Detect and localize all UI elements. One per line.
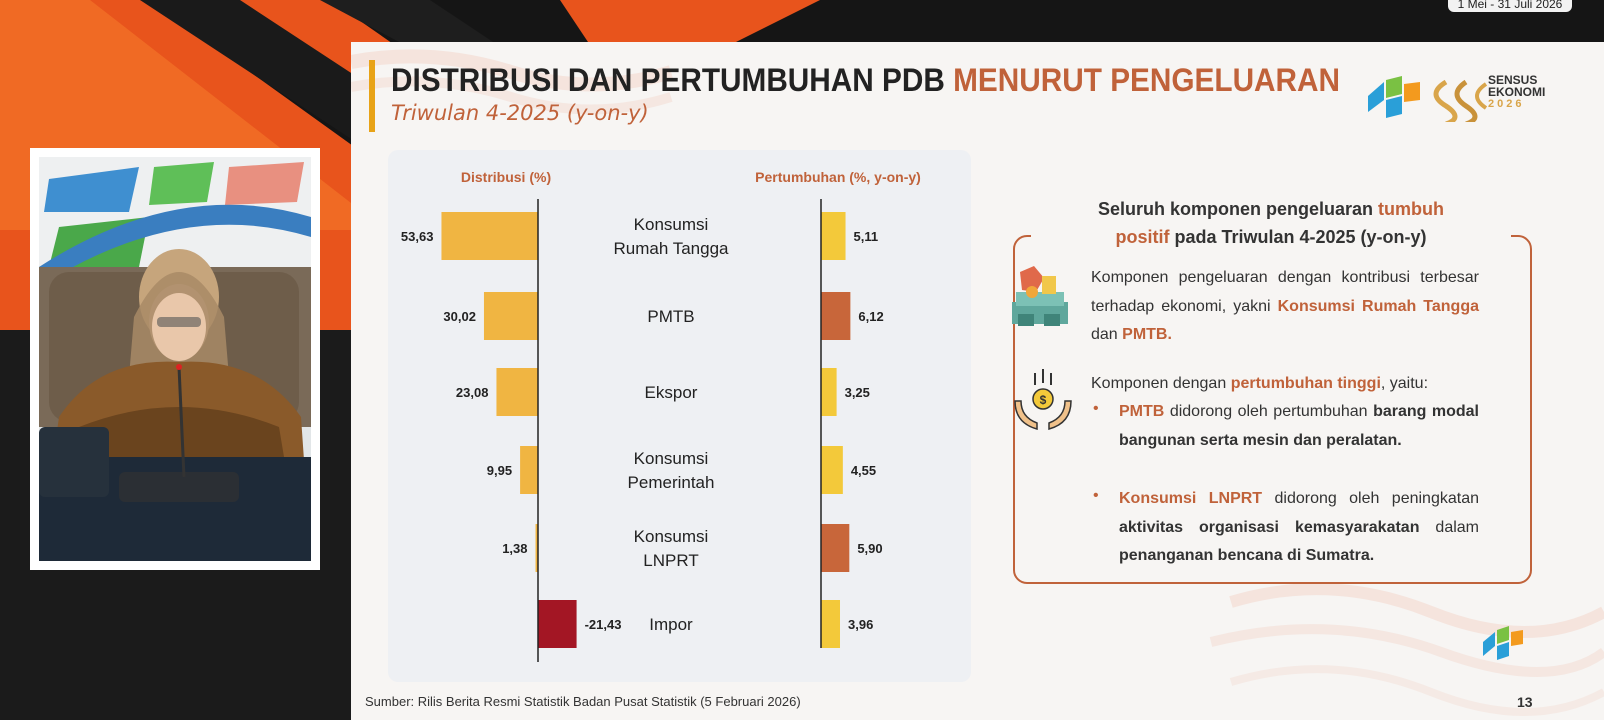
chart-title-pertumbuhan: Pertumbuhan (%, y-on-y) [755,169,921,185]
summary-point-1: Komponen pengeluaran dengan kontribusi t… [1091,264,1479,350]
summary-heading-accent2: positif [1115,227,1170,247]
title-accent-text: MENURUT PENGELUARAN [953,62,1341,98]
summary-point-2-text: Komponen dengan [1091,375,1227,392]
distribusi-value-label: -21,43 [585,617,622,632]
category-label: Konsumsi [634,527,709,546]
summary-point-1-and: dan [1091,326,1118,343]
presentation-slide: DISTRIBUSI DAN PERTUMBUHAN PDB MENURUT P… [351,42,1604,720]
title-main-text: DISTRIBUSI DAN PERTUMBUHAN PDB [391,62,945,98]
summary-point-1-accent1: Konsumsi Rumah Tangga [1277,297,1479,315]
bullet-lnprt-bold1: aktivitas organisasi kemasyarakatan [1119,518,1420,536]
bullet-pmtb-bold: barang modal bangunan serta mesin dan pe… [1119,403,1479,449]
page-number: 13 [1517,694,1533,710]
distribusi-value-label: 9,95 [487,463,512,478]
distribusi-value-label: 23,08 [456,385,489,400]
summary-heading-text2: pada Triwulan 4-2025 (y-on-y) [1174,227,1427,247]
summary-point-2-accent: pertumbuhan tinggi [1230,375,1381,392]
pertumbuhan-value-label: 5,11 [854,229,879,244]
category-label: Rumah Tangga [614,239,730,258]
distribusi-bar [441,212,538,260]
distribusi-bar [496,368,538,416]
bullet-lnprt-bold2: penanganan bencana di Sumatra. [1119,547,1375,564]
speaker-video [30,148,320,570]
category-label: Konsumsi [634,215,709,234]
pdb-bar-chart: Distribusi (%) Pertumbuhan (%, y-on-y) 5… [401,169,921,662]
svg-text:$: $ [1040,393,1047,407]
speaker-video-frame [39,157,311,561]
bps-logo-icon [1368,76,1488,122]
distribusi-value-label: 1,38 [502,541,527,556]
distribusi-bar [535,524,538,572]
pertumbuhan-value-label: 3,96 [848,617,873,632]
bullet-dot-2: • [1093,487,1099,504]
summary-point-1-accent2: PMTB. [1122,326,1172,343]
logo-year-text: 2026 [1488,98,1525,110]
slide-subtitle: Triwulan 4-2025 (y-on-y) [391,101,649,125]
bullet-pmtb-accent: PMTB [1119,403,1165,420]
bullet-lnprt-text: didorong oleh peningkatan [1274,490,1479,507]
slide-title: DISTRIBUSI DAN PERTUMBUHAN PDB MENURUT P… [391,62,1340,99]
category-label: PMTB [647,307,694,326]
source-footnote: Sumber: Rilis Berita Resmi Statistik Bad… [365,694,801,709]
bps-sensus-logo: SENSUS EKONOMI 2026 [1364,72,1584,122]
bullet-pmtb-text: didorong oleh pertumbuhan [1169,403,1368,420]
pertumbuhan-bar [821,600,841,648]
bps-small-logo-icon [1483,626,1523,660]
chart-title-distribusi: Distribusi (%) [461,169,551,185]
distribusi-value-label: 53,63 [401,229,434,244]
money-hands-icon: $ [1014,369,1072,430]
summary-point-1-text: Komponen pengeluaran dengan kontribusi t… [1091,269,1479,315]
distribusi-bar [483,292,538,340]
speaker-image [39,157,311,561]
summary-heading-text1: Seluruh komponen pengeluaran [1097,199,1374,219]
slide-decorative-waves [351,49,1604,716]
category-label: Konsumsi [634,449,709,468]
pertumbuhan-value-label: 5,90 [857,541,882,556]
pertumbuhan-bar [821,368,837,416]
shopping-icon [1012,266,1068,326]
bullet-lnprt-mid: dalam [1435,518,1479,536]
pertumbuhan-bar [821,524,850,572]
pertumbuhan-value-label: 6,12 [858,309,883,324]
logo-ekonomi-text: EKONOMI [1488,85,1546,99]
date-range-badge: 1 Mei - 31 Juli 2026 [1448,0,1572,12]
pertumbuhan-value-label: 3,25 [845,385,870,400]
category-label: LNPRT [643,551,698,570]
logo-sensus-text: SENSUS [1488,73,1538,87]
category-label: Ekspor [645,383,698,402]
pertumbuhan-value-label: 4,55 [851,463,876,478]
pertumbuhan-bar [821,292,851,340]
distribusi-bar [538,600,577,648]
title-accent-bar [369,60,375,132]
pertumbuhan-bar [821,212,846,260]
summary-heading: Seluruh komponen pengeluaran tumbuh posi… [1031,195,1511,259]
bullet-pmtb: PMTB didorong oleh pertumbuhan barang mo… [1119,398,1479,455]
summary-point-2-tail: , yaitu: [1380,375,1429,392]
bullet-lnprt: Konsumsi LNPRT didorong oleh peningkatan… [1119,485,1479,571]
summary-heading-accent1: tumbuh [1378,199,1445,219]
pertumbuhan-bar [821,446,843,494]
category-label: Impor [649,615,693,634]
bullet-dot-1: • [1093,400,1099,417]
summary-point-2: Komponen dengan pertumbuhan tinggi, yait… [1091,370,1481,399]
category-label: Pemerintah [628,473,715,492]
bullet-lnprt-accent: Konsumsi LNPRT [1119,490,1263,507]
distribusi-bar [520,446,538,494]
distribusi-value-label: 30,02 [443,309,476,324]
